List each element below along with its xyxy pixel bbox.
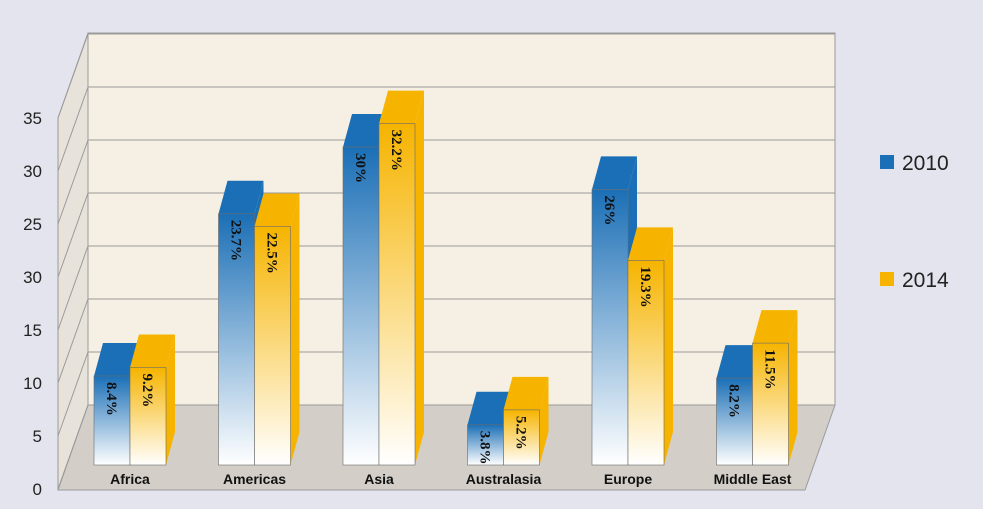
- back-wall: [87, 32, 836, 406]
- y-tick-label: 35: [23, 109, 42, 128]
- value-label: 5.2%: [513, 416, 529, 450]
- bar-top: [716, 345, 762, 379]
- bar-side: [166, 334, 175, 465]
- grid-line: [57, 404, 89, 490]
- bar: [627, 260, 665, 466]
- grid-line: [57, 139, 89, 225]
- bar-side: [415, 90, 424, 466]
- value-label: 32.2%: [388, 130, 404, 171]
- bar-top: [379, 90, 424, 124]
- value-label: 9.2%: [139, 373, 155, 407]
- grid-line: [57, 245, 89, 331]
- bar-top: [592, 156, 637, 190]
- y-tick-label: 25: [23, 215, 42, 234]
- legend-swatch: [880, 155, 894, 169]
- y-tick-label: 15: [23, 321, 42, 340]
- bar: [752, 342, 789, 466]
- value-label: 30%: [352, 153, 368, 183]
- bar: [342, 146, 380, 466]
- x-tick-label: Europe: [604, 471, 652, 487]
- y-tick-label: 10: [23, 374, 42, 393]
- grid-line: [57, 351, 89, 437]
- value-label: 23.7%: [228, 220, 244, 261]
- x-tick-label: Africa: [110, 471, 150, 487]
- value-label: 19.3%: [637, 266, 653, 307]
- y-tick-label: 30: [23, 268, 42, 287]
- legend-label: 2010: [902, 152, 949, 175]
- x-tick-label: Americas: [223, 471, 286, 487]
- bar-top: [343, 114, 388, 147]
- grid-line: [57, 86, 89, 172]
- value-label: 8.2%: [726, 384, 742, 418]
- y-tick-label: 30: [23, 162, 42, 181]
- x-tick-label: Australasia: [466, 471, 542, 487]
- y-tick-label: 5: [33, 427, 42, 446]
- legend-swatch: [880, 272, 894, 286]
- value-label: 26%: [601, 195, 617, 225]
- bar: [503, 409, 540, 466]
- bar: [591, 189, 629, 466]
- value-label: 11.5%: [762, 349, 778, 389]
- bar: [218, 213, 255, 466]
- grid-line: [57, 192, 89, 278]
- bar-top: [503, 376, 549, 410]
- value-label: 8.4%: [103, 382, 119, 416]
- bar-top: [130, 334, 175, 368]
- legend-label: 2014: [902, 269, 949, 292]
- bar-side: [664, 227, 673, 465]
- bar-side: [539, 376, 549, 465]
- bar: [716, 377, 753, 466]
- value-label: 3.8%: [477, 431, 493, 465]
- y-tick-label: 0: [33, 480, 42, 499]
- bar-top: [752, 310, 798, 344]
- x-tick-label: Middle East: [714, 471, 792, 487]
- bar-top: [628, 227, 673, 261]
- grid-line: [57, 298, 89, 384]
- bar-side: [290, 193, 300, 465]
- x-tick-label: Asia: [364, 471, 394, 487]
- bar: [467, 424, 504, 466]
- grid-line: [57, 33, 89, 119]
- bar: [93, 375, 131, 466]
- bar: [378, 123, 416, 466]
- bar: [254, 226, 291, 466]
- bar-top: [94, 342, 139, 376]
- bar-side: [788, 310, 798, 465]
- bar-top: [467, 391, 513, 425]
- bar: [129, 367, 167, 466]
- bar-top: [254, 193, 300, 227]
- bar-top: [218, 180, 264, 214]
- value-label: 22.5%: [264, 233, 280, 274]
